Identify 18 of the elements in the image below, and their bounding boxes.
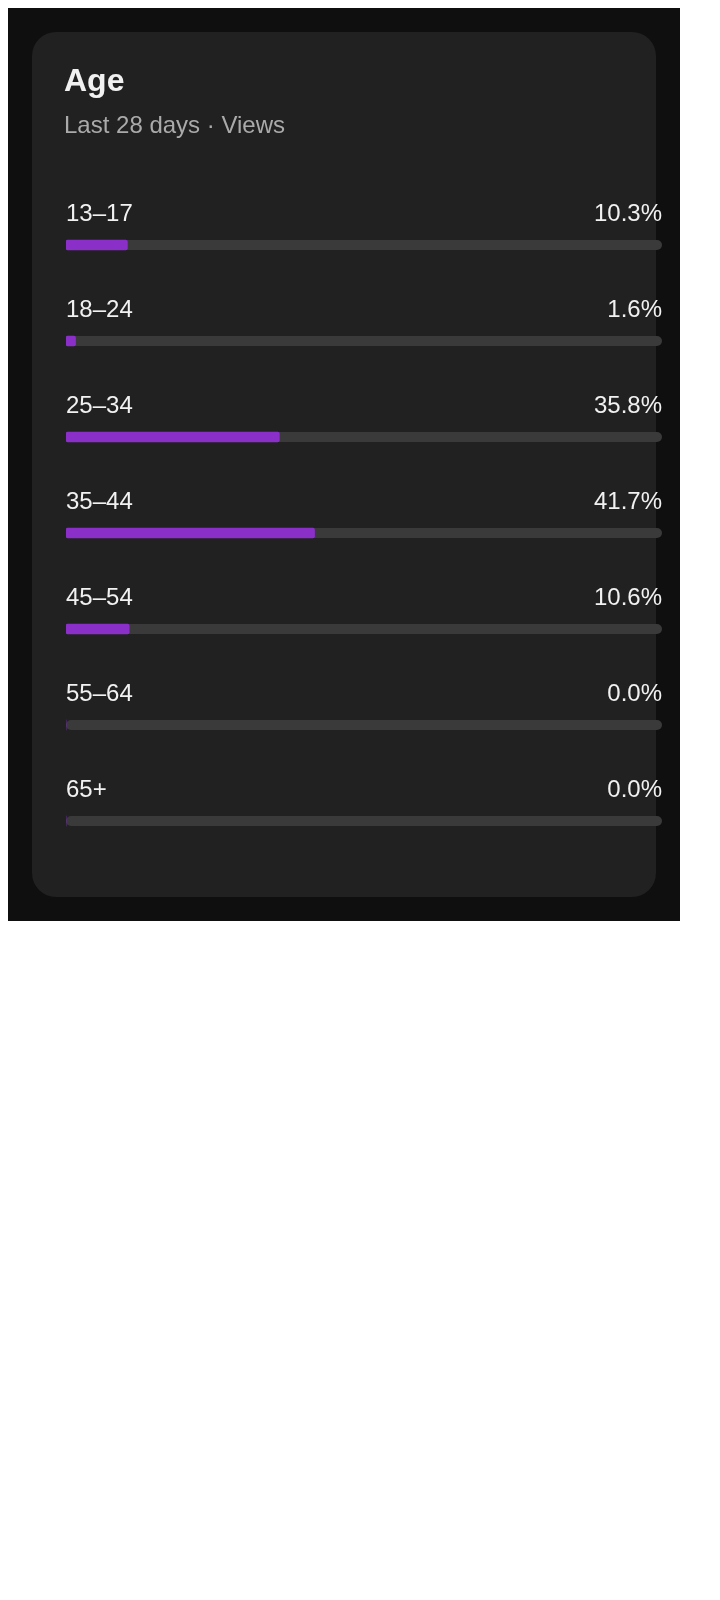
data-label: 10.6%	[593, 583, 662, 610]
y-tick-label: 13–17	[66, 199, 133, 226]
chart-subtitle: Last 28 days · Views	[64, 111, 286, 139]
data-label: 35.8%	[593, 391, 662, 418]
bar	[66, 623, 130, 635]
bar	[66, 239, 128, 251]
data-label: 10.3%	[593, 199, 662, 226]
data-label: 41.7%	[593, 487, 662, 514]
data-label: 1.6%	[607, 295, 662, 322]
y-tick-label: 45–54	[66, 583, 133, 610]
y-tick-label: 65+	[66, 775, 107, 802]
data-label: 0.0%	[607, 775, 662, 802]
y-tick-label: 18–24	[66, 295, 133, 322]
y-tick-label: 25–34	[66, 391, 133, 418]
y-tick-label: 55–64	[66, 679, 133, 706]
data-label: 0.0%	[607, 679, 662, 706]
y-tick-label: 35–44	[66, 487, 133, 514]
chart-title: Age	[64, 62, 126, 99]
